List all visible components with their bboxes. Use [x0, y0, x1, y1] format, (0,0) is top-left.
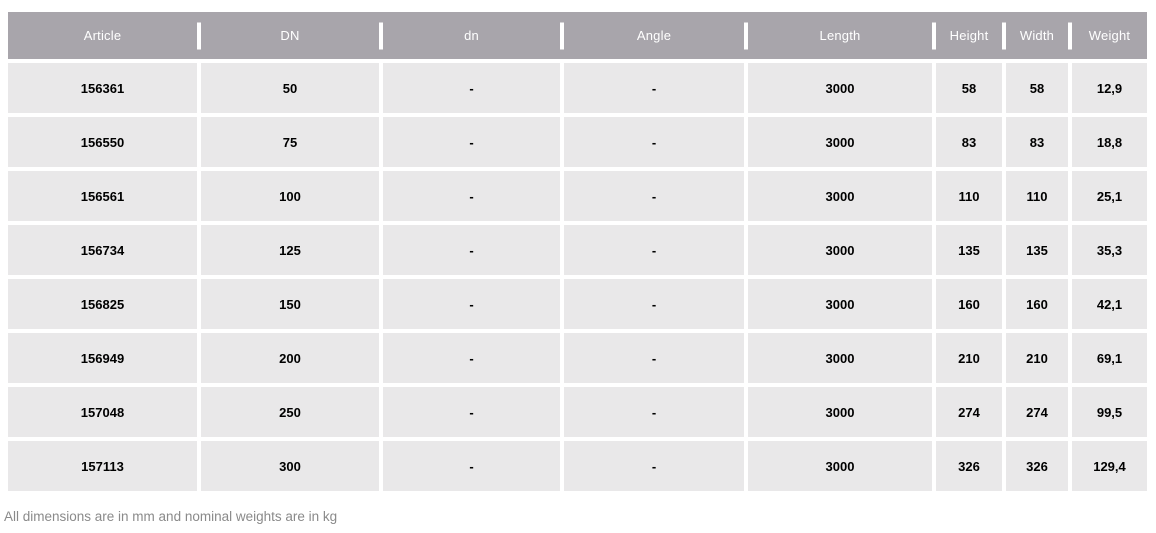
- table-cell-article-row2: 156550: [8, 117, 197, 167]
- table-cell-length-row7: 3000: [748, 387, 932, 437]
- table-cell-article-row5: 156825: [8, 279, 197, 329]
- table-cell-length-row6: 3000: [748, 333, 932, 383]
- table-cell-angle-row4: -: [564, 225, 744, 275]
- table-cell-dn-row1: -: [383, 63, 560, 113]
- column-header-width: Width: [1006, 12, 1068, 59]
- column-header-height: Height: [936, 12, 1002, 59]
- table-cell-width-row6: 210: [1006, 333, 1068, 383]
- column-header-length: Length: [748, 12, 932, 59]
- table-body: 156361 50- -3000 58 58 12,9 156550 75- -3000 83 83…: [8, 63, 1147, 491]
- table-cell-angle-row8: -: [564, 441, 744, 491]
- table-cell-width-row7: 274: [1006, 387, 1068, 437]
- table-cell-length-row3: 3000: [748, 171, 932, 221]
- table-cell-height-row1: 58: [936, 63, 1002, 113]
- table-cell-angle-row6: -: [564, 333, 744, 383]
- table-cell-length-row2: 3000: [748, 117, 932, 167]
- table-cell-angle-row1: -: [564, 63, 744, 113]
- table-header-row: Article DN dn Angle Length Height Width Weight: [8, 12, 1147, 59]
- table-cell-angle-row2: -: [564, 117, 744, 167]
- table-cell-dn-row4: 125: [201, 225, 379, 275]
- table-cell-article-row4: 156734: [8, 225, 197, 275]
- table-cell-dn-row1: 50: [201, 63, 379, 113]
- table-cell-dn-row7: 250: [201, 387, 379, 437]
- table-cell-dn-row7: -: [383, 387, 560, 437]
- table-cell-angle-row7: -: [564, 387, 744, 437]
- table-cell-weight-row6: 69,1: [1072, 333, 1147, 383]
- table-cell-dn-row4: -: [383, 225, 560, 275]
- table-cell-dn-row3: -: [383, 171, 560, 221]
- column-header-dn: dn: [383, 12, 560, 59]
- table-cell-weight-row2: 18,8: [1072, 117, 1147, 167]
- column-header-weight: Weight: [1072, 12, 1147, 59]
- dimensions-footnote: All dimensions are in mm and nominal wei…: [4, 509, 338, 524]
- table-cell-angle-row5: -: [564, 279, 744, 329]
- table-cell-width-row4: 135: [1006, 225, 1068, 275]
- table-cell-length-row8: 3000: [748, 441, 932, 491]
- table-cell-weight-row1: 12,9: [1072, 63, 1147, 113]
- table-cell-height-row5: 160: [936, 279, 1002, 329]
- table-cell-dn-row5: -: [383, 279, 560, 329]
- table-cell-height-row2: 83: [936, 117, 1002, 167]
- table-cell-dn-row2: -: [383, 117, 560, 167]
- table-cell-article-row7: 157048: [8, 387, 197, 437]
- table-cell-width-row3: 110: [1006, 171, 1068, 221]
- table-cell-height-row3: 110: [936, 171, 1002, 221]
- table-cell-angle-row3: -: [564, 171, 744, 221]
- table-cell-weight-row5: 42,1: [1072, 279, 1147, 329]
- table-cell-height-row8: 326: [936, 441, 1002, 491]
- table-cell-dn-row2: 75: [201, 117, 379, 167]
- table-cell-dn-row8: -: [383, 441, 560, 491]
- table-cell-height-row4: 135: [936, 225, 1002, 275]
- table-cell-weight-row3: 25,1: [1072, 171, 1147, 221]
- table-cell-width-row8: 326: [1006, 441, 1068, 491]
- column-header-dn: DN: [201, 12, 379, 59]
- table-cell-length-row5: 3000: [748, 279, 932, 329]
- table-cell-article-row6: 156949: [8, 333, 197, 383]
- table-cell-weight-row8: 129,4: [1072, 441, 1147, 491]
- table-cell-dn-row5: 150: [201, 279, 379, 329]
- table-cell-dn-row8: 300: [201, 441, 379, 491]
- column-header-angle: Angle: [564, 12, 744, 59]
- table-cell-weight-row7: 99,5: [1072, 387, 1147, 437]
- table-cell-weight-row4: 35,3: [1072, 225, 1147, 275]
- table-cell-height-row6: 210: [936, 333, 1002, 383]
- table-cell-article-row8: 157113: [8, 441, 197, 491]
- spec-table: Article DN dn Angle Length Height Width Weight …: [8, 12, 1147, 491]
- table-cell-length-row1: 3000: [748, 63, 932, 113]
- table-cell-dn-row6: 200: [201, 333, 379, 383]
- table-cell-height-row7: 274: [936, 387, 1002, 437]
- table-cell-article-row3: 156561: [8, 171, 197, 221]
- table-cell-width-row1: 58: [1006, 63, 1068, 113]
- table-cell-article-row1: 156361: [8, 63, 197, 113]
- table-cell-length-row4: 3000: [748, 225, 932, 275]
- column-header-article: Article: [83, 28, 122, 43]
- table-cell-dn-row3: 100: [201, 171, 379, 221]
- table-cell-dn-row6: -: [383, 333, 560, 383]
- table-cell-width-row2: 83: [1006, 117, 1068, 167]
- table-cell-width-row5: 160: [1006, 279, 1068, 329]
